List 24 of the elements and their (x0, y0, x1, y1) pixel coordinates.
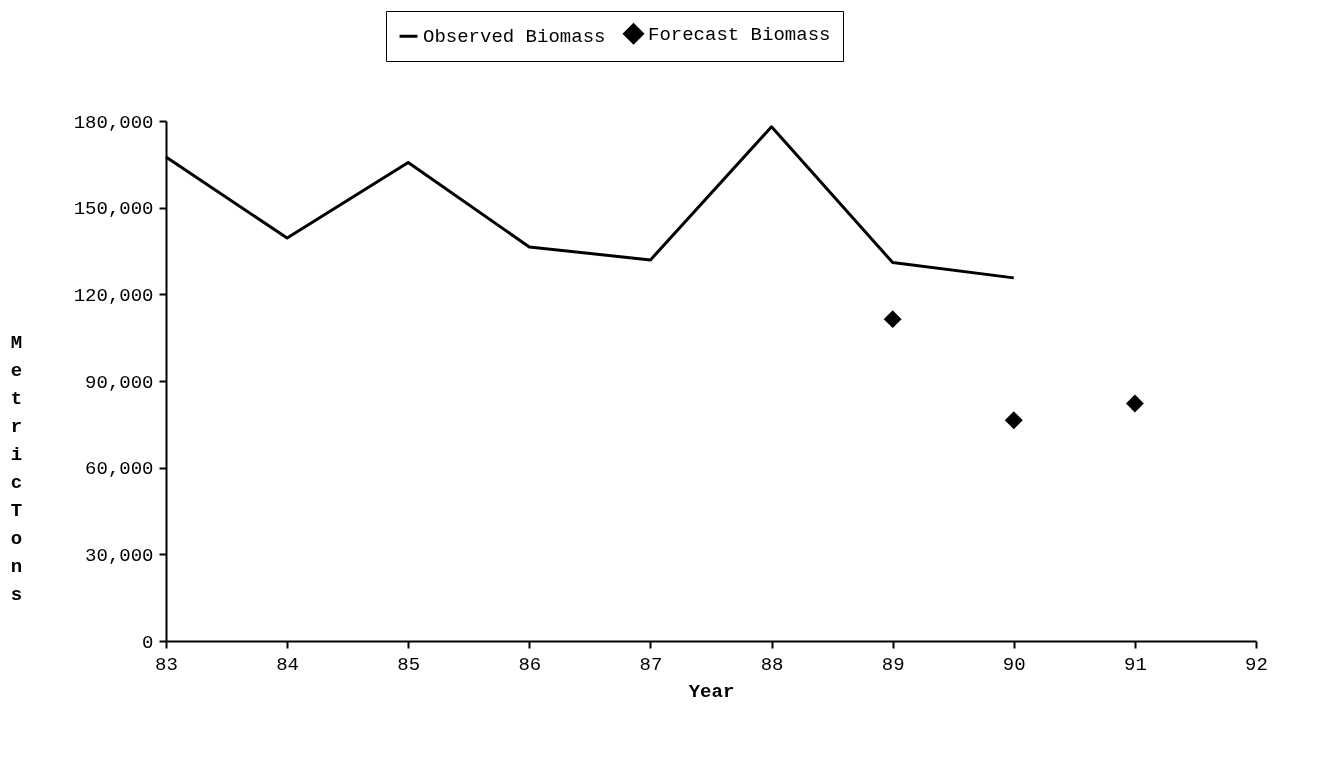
x-tick-label: 87 (639, 653, 663, 676)
y-tick-label: 120,000 (73, 284, 154, 307)
x-tick-label: 84 (276, 653, 300, 676)
x-tick-label: 83 (155, 653, 178, 676)
y-tick-label: 90,000 (85, 371, 154, 394)
y-tick-label: 150,000 (73, 198, 154, 221)
point (1125, 394, 1144, 413)
x-axis-title: Year (688, 680, 735, 703)
y-tick-label: 60,000 (85, 458, 154, 481)
x-tick-label: 88 (760, 653, 784, 676)
x-tick-label: 89 (881, 653, 905, 676)
legend-label: Observed Biomass (423, 26, 606, 49)
x-tick-label: 85 (397, 653, 421, 676)
point (883, 310, 902, 329)
legend-label: Forecast Biomass (648, 23, 831, 46)
y-tick-label: 30,000 (85, 544, 154, 567)
x-tick-label: 86 (518, 653, 542, 676)
x-tick-label: 91 (1123, 653, 1147, 676)
y-tick-label: 180,000 (73, 111, 154, 134)
x-tick-label: 92 (1245, 653, 1268, 676)
x-tick-label: 90 (1002, 653, 1026, 676)
text: Metric Tons (10, 331, 23, 606)
point (1004, 411, 1023, 430)
y-tick-label: 0 (142, 631, 154, 654)
